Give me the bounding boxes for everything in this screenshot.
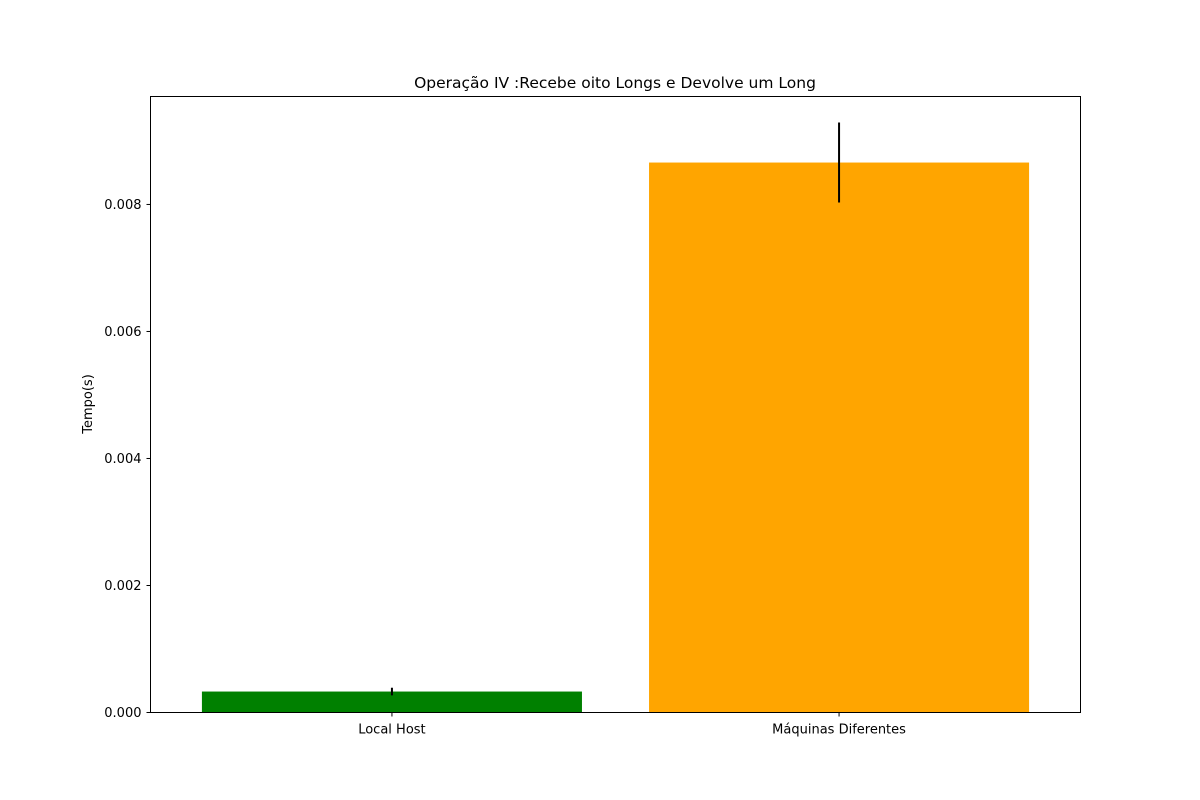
- error-bars-layer: [390, 122, 841, 696]
- y-tick-label-4: 0.006: [104, 325, 141, 340]
- chart-title: Operação IV :Recebe oito Longs e Devolve…: [414, 74, 816, 92]
- y-axis: 0.000 0.002 0.004 0.006 0.008: [104, 198, 151, 721]
- y-tick-label-1: 0.000: [104, 706, 141, 721]
- plot-frame: [150, 96, 1081, 713]
- y-tick-label-2: 0.002: [104, 579, 141, 594]
- bar-1: [201, 691, 582, 713]
- x-axis: Local Host Máquinas Diferentes: [358, 712, 906, 738]
- y-tick-label-5: 0.008: [104, 198, 141, 213]
- x-tick-label-2: Máquinas Diferentes: [772, 723, 906, 738]
- bars-layer: [201, 162, 1030, 713]
- x-tick-label-1: Local Host: [358, 723, 425, 738]
- y-axis-title: Tempo(s): [81, 374, 96, 435]
- y-tick-label-3: 0.004: [104, 452, 141, 467]
- bar-2: [649, 162, 1030, 713]
